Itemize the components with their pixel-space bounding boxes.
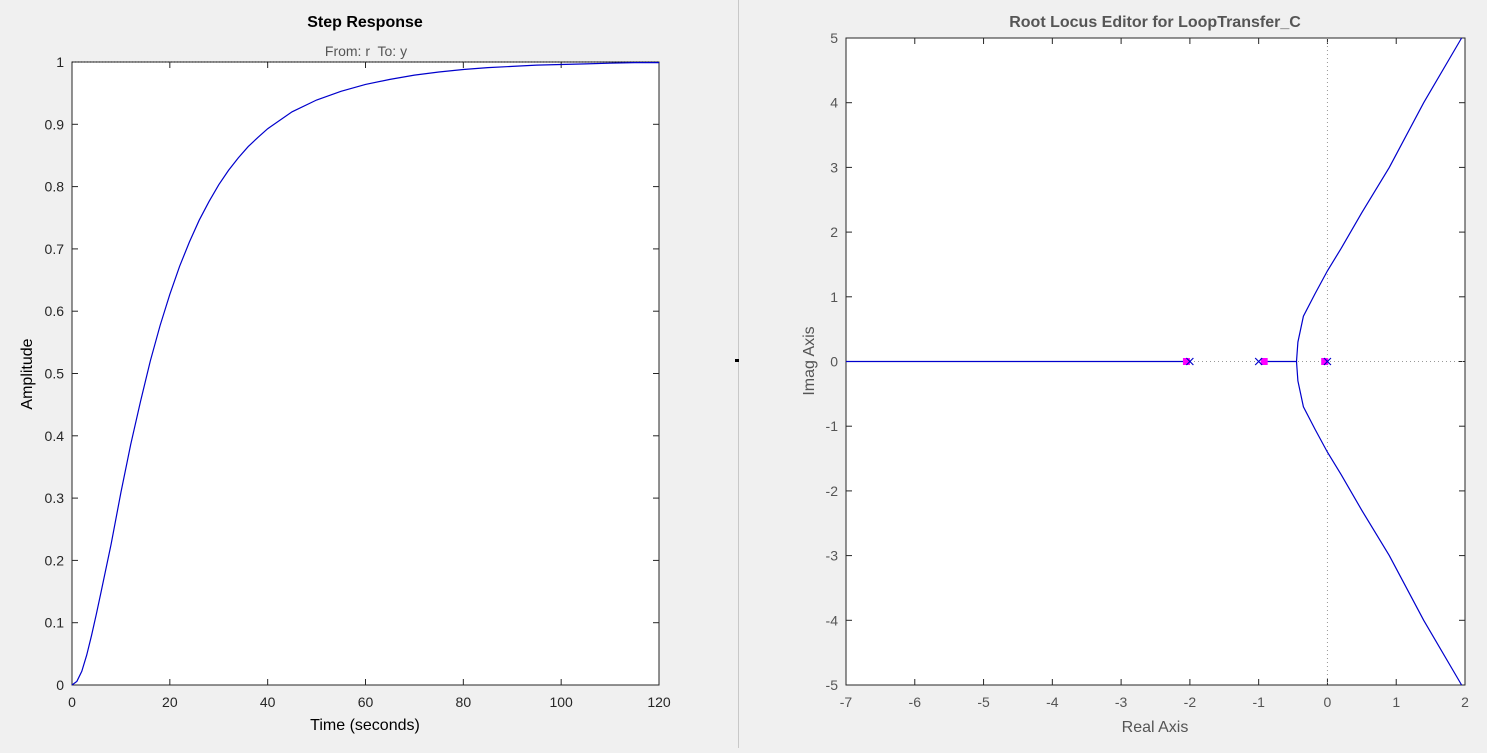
step-response-x-tick-label: 60 xyxy=(358,694,374,710)
root-locus-x-tick-label: 1 xyxy=(1392,694,1400,710)
step-response-x-tick-label: 120 xyxy=(647,694,671,710)
root-locus-x-tick-label: 0 xyxy=(1324,694,1332,710)
step-response-y-tick-label: 0.4 xyxy=(45,428,65,444)
step-response-y-tick-label: 0.2 xyxy=(45,552,65,568)
root-locus-x-tick-label: -1 xyxy=(1252,694,1265,710)
closed-loop-pole-marker xyxy=(1182,358,1190,365)
step-response-y-tick-label: 0.3 xyxy=(45,490,65,506)
root-locus-y-tick-label: 0 xyxy=(830,354,838,370)
closed-loop-pole-marker xyxy=(1321,358,1329,365)
root-locus-x-tick-label: -3 xyxy=(1115,694,1128,710)
step-response-y-tick-label: 0 xyxy=(56,677,64,693)
root-locus-y-tick-label: -4 xyxy=(826,612,839,628)
step-response-subtitle: From: r To: y xyxy=(325,43,407,59)
step-response-y-axis-label: Amplitude xyxy=(19,338,36,409)
root-locus-x-tick-label: 2 xyxy=(1461,694,1469,710)
root-locus-y-tick-label: 1 xyxy=(830,289,838,305)
root-locus-y-tick-label: 5 xyxy=(830,30,838,46)
root-locus-y-tick-label: -5 xyxy=(826,677,839,693)
root-locus-y-tick-label: -1 xyxy=(826,418,839,434)
root-locus-title: Root Locus Editor for LoopTransfer_C xyxy=(1009,14,1301,31)
root-locus-x-tick-label: -7 xyxy=(840,694,853,710)
step-response-plot-area xyxy=(71,61,660,686)
step-response-plot[interactable]: Step Response From: r To: y Time (second… xyxy=(19,14,671,734)
step-response-y-tick-label: 0.1 xyxy=(45,615,65,631)
step-response-y-tick-label: 1 xyxy=(56,54,64,70)
root-locus-x-tick-label: -2 xyxy=(1184,694,1197,710)
closed-loop-pole-marker xyxy=(1260,358,1268,365)
step-response-x-tick-label: 0 xyxy=(68,694,76,710)
root-locus-x-axis-label: Real Axis xyxy=(1122,719,1189,736)
pane-divider[interactable] xyxy=(738,0,739,748)
step-response-y-tick-label: 0.7 xyxy=(45,241,65,257)
root-locus-y-tick-label: -2 xyxy=(826,483,839,499)
step-response-y-tick-label: 0.9 xyxy=(45,116,65,132)
open-loop-pole-marker xyxy=(1323,357,1332,366)
step-response-curve xyxy=(71,61,659,686)
locus-branch xyxy=(1295,361,1463,686)
open-loop-pole-marker xyxy=(1254,357,1263,366)
root-locus-y-tick-label: 4 xyxy=(830,95,838,111)
step-response-y-tick-label: 0.6 xyxy=(45,303,65,319)
locus-branch xyxy=(1295,37,1463,362)
open-loop-pole-marker xyxy=(1185,357,1194,366)
pane-resize-handle[interactable] xyxy=(735,359,739,362)
step-response-y-tick-label: 0.8 xyxy=(45,179,65,195)
root-locus-x-tick-label: -4 xyxy=(1046,694,1059,710)
root-locus-y-tick-label: -3 xyxy=(826,548,839,564)
root-locus-x-tick-label: -5 xyxy=(977,694,990,710)
step-response-y-tick-label: 0.5 xyxy=(45,366,65,382)
root-locus-y-tick-label: 2 xyxy=(830,224,838,240)
step-response-x-tick-label: 20 xyxy=(162,694,178,710)
step-response-x-tick-label: 80 xyxy=(456,694,472,710)
root-locus-y-axis-label: Imag Axis xyxy=(801,326,818,395)
root-locus-y-tick-label: 3 xyxy=(830,159,838,175)
root-locus-plot[interactable]: Root Locus Editor for LoopTransfer_C Rea… xyxy=(801,14,1469,736)
root-locus-x-tick-label: -6 xyxy=(909,694,922,710)
step-response-x-axis-label: Time (seconds) xyxy=(310,717,420,734)
step-response-x-tick-label: 40 xyxy=(260,694,276,710)
step-response-x-tick-label: 100 xyxy=(549,694,573,710)
step-response-title: Step Response xyxy=(307,14,423,31)
